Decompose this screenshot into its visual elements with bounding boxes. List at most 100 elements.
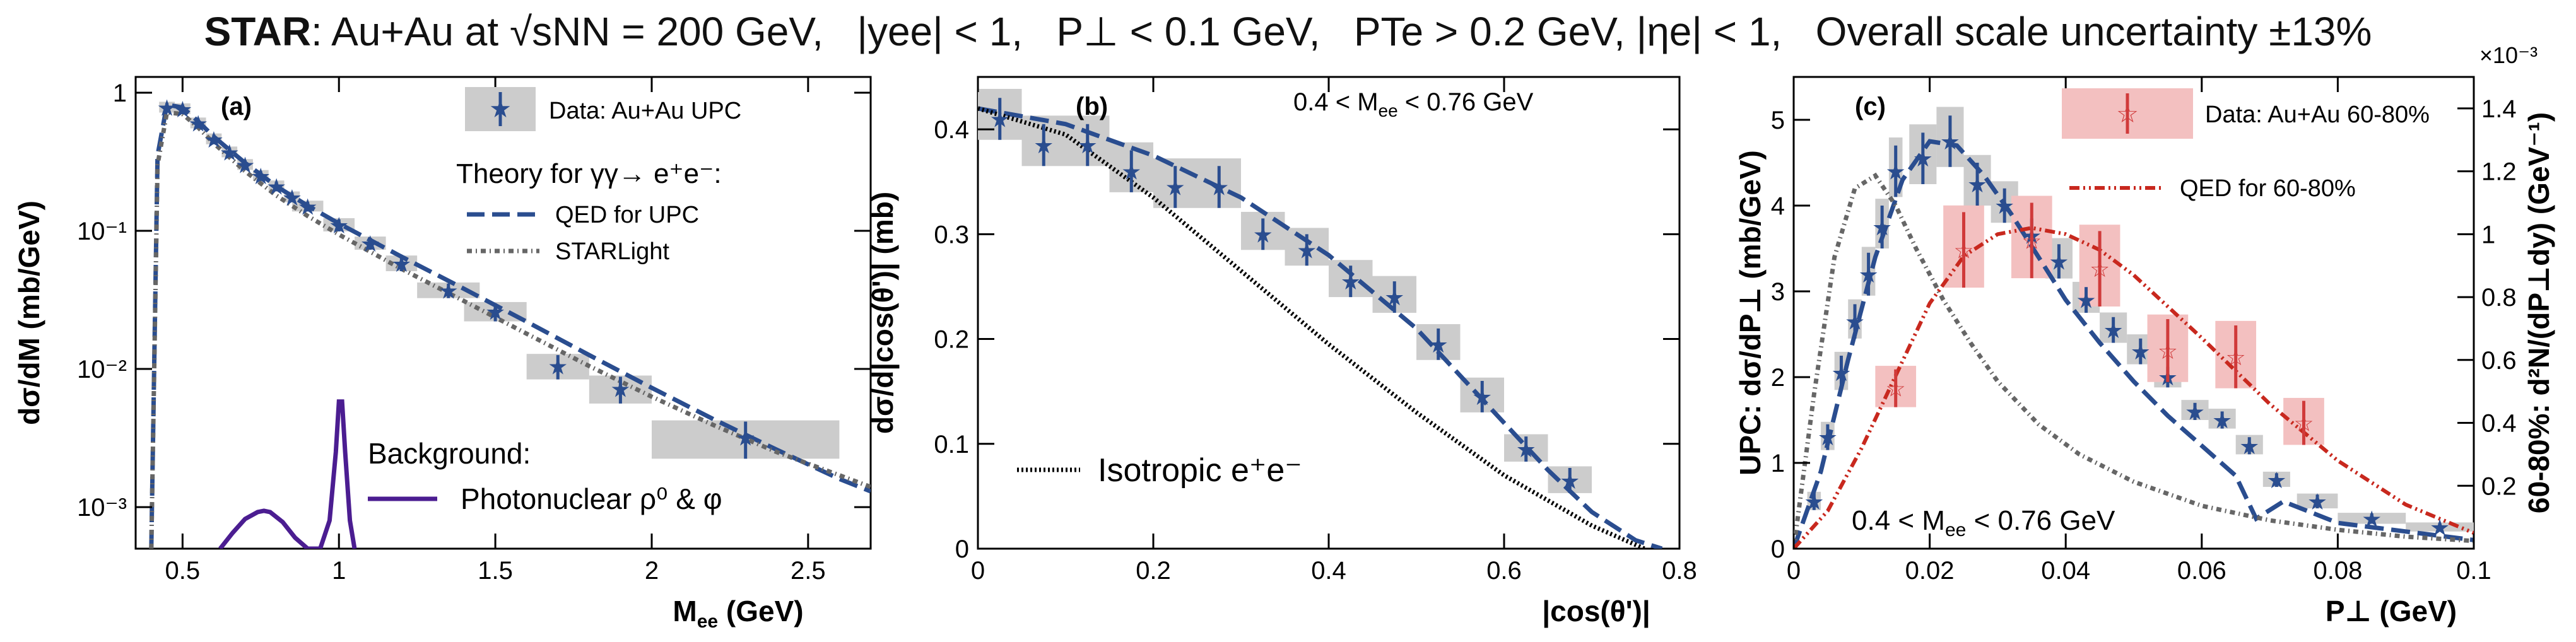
panel-c-point: ★ bbox=[1818, 424, 1838, 450]
panel-b-point: ★ bbox=[1033, 132, 1054, 158]
panel-c-point: ★ bbox=[2307, 489, 2327, 515]
panel-c-point: ★ bbox=[2430, 515, 2450, 540]
panel-b-point: ★ bbox=[1472, 384, 1492, 410]
panel-a-points: ★★★★★★★★★★★★★★★★★★ bbox=[156, 95, 756, 459]
panel-a-point: ★ bbox=[736, 424, 756, 450]
panel-c-points: ★★★★★★★★★★★★★★★★★★★★★★★★☆☆☆☆☆☆☆ bbox=[1804, 115, 2450, 540]
panel-c-point: ★ bbox=[1940, 129, 1960, 155]
panel-c-annotation-sub: ee bbox=[1945, 520, 1966, 540]
title-scale: Overall scale uncertainty ±13% bbox=[1815, 9, 2372, 54]
panel-a-ytick-label: 10⁻¹ bbox=[77, 218, 127, 245]
panel-b-ylabel: dσ/d|cos(θ')| (mb) bbox=[866, 192, 899, 434]
panel-a-point: ★ bbox=[438, 278, 459, 304]
legend-a-bg-title: Background: bbox=[368, 437, 531, 470]
panel-b-point: ★ bbox=[990, 106, 1010, 132]
panel-a-label: (a) bbox=[221, 93, 252, 120]
legend-b-isotropic-label: Isotropic e⁺e⁻ bbox=[1098, 452, 1302, 489]
panel-c-xtick-label: 0 bbox=[1787, 557, 1801, 585]
panel-c-point: ★ bbox=[2076, 288, 2096, 313]
legend-a-theory-title: Theory for γγ→ e⁺e⁻: bbox=[456, 158, 722, 189]
panel-a-xtick-label: 2.5 bbox=[791, 557, 826, 585]
title-experiment: STAR bbox=[204, 9, 312, 54]
panel-c-ytick-label: 2 bbox=[1771, 364, 1785, 392]
panel-b-curve-dot-black bbox=[978, 106, 1645, 549]
panel-c-ytick-right-label: 1.4 bbox=[2481, 95, 2517, 123]
panel-c-ytick-right-label: 0.8 bbox=[2481, 284, 2517, 312]
panel-b-ytick-label: 0.4 bbox=[934, 116, 969, 144]
panel-c-curve-dot bbox=[1794, 172, 2474, 549]
panel-c-point: ★ bbox=[2212, 407, 2232, 433]
legend-c-qed-label: QED for 60-80% bbox=[2180, 175, 2356, 202]
panel-c-point: ★ bbox=[1886, 159, 1906, 185]
panel-c: ★★★★★★★★★★★★★★★★★★★★★★★★☆☆☆☆☆☆☆ 00.020.0… bbox=[1734, 42, 2555, 627]
panel-b-legend: Isotropic e⁺e⁻ bbox=[1017, 452, 1302, 489]
panel-b-ytick-label: 0.1 bbox=[934, 431, 969, 458]
legend-a-photonuclear-label: Photonuclear ρ⁰ & φ bbox=[461, 482, 722, 515]
page-title: STAR: Au+Au at √sNN = 200 GeV, |yee| < 1… bbox=[0, 3, 2576, 61]
panel-b-xtick-label: 0.4 bbox=[1311, 557, 1346, 585]
panel-c-point: ★ bbox=[1913, 146, 1933, 172]
panel-c-point: ★ bbox=[2185, 399, 2205, 424]
panel-a-point: ★ bbox=[220, 140, 240, 166]
panel-b-point: ★ bbox=[1209, 175, 1229, 201]
panel-c-ytick-right-label: 1.2 bbox=[2481, 158, 2517, 186]
panel-a-ytick-label: 10⁻² bbox=[77, 356, 127, 383]
title-cut-y: |yee| < 1, bbox=[857, 9, 1023, 54]
panel-c-point: ★ bbox=[1858, 262, 1878, 288]
panel-b-points: ★ ★ ★ ★ ★ ★ ★ ★ ★ ★ ★ ★ ★ ★ bbox=[990, 98, 1580, 494]
panel-c-xlabel: P⊥ (GeV) bbox=[2326, 595, 2457, 627]
panel-c-ytick-right-label: 1 bbox=[2481, 221, 2495, 248]
panel-a-point: ★ bbox=[329, 213, 349, 238]
panel-b-ytick-label: 0.3 bbox=[934, 221, 969, 248]
panel-a: ★★★★★★★★★★★★★★★★★★ 0.5 1 1.5 2 2.510⁻³10⁻²10… bbox=[13, 76, 872, 632]
panel-c-point: ★ bbox=[1804, 489, 1824, 515]
panel-b-point: ★ bbox=[1428, 332, 1449, 358]
panel-b-point: ★ bbox=[1078, 132, 1098, 158]
panel-b-annotation-pre: 0.4 < M bbox=[1293, 88, 1379, 116]
panel-c-annotation-post: < 0.76 GeV bbox=[1966, 505, 2115, 536]
panel-b-point: ★ bbox=[1165, 175, 1185, 201]
panel-a-point: ★ bbox=[548, 353, 568, 379]
panel-b-ytick-label: 0 bbox=[955, 535, 969, 563]
panel-c-ytick-label: 5 bbox=[1771, 107, 1785, 134]
panel-a-xlabel-main: M bbox=[673, 595, 697, 627]
panel-a-point: ★ bbox=[391, 251, 411, 277]
title-cut-pt: P⊥ < 0.1 GeV, bbox=[1056, 9, 1320, 54]
panel-a-curve-solid-purple bbox=[218, 399, 357, 549]
panel-b-xtick-label: 0 bbox=[971, 557, 985, 585]
panel-c-point: ☆ bbox=[2090, 256, 2110, 282]
panel-a-point: ★ bbox=[188, 111, 208, 137]
title-sqrt-s: √sNN = 200 GeV, bbox=[509, 9, 823, 54]
panel-a-point: ★ bbox=[156, 95, 177, 121]
panel-c-ytick-right-label: 0.4 bbox=[2481, 410, 2517, 438]
legend-c-data-label: Data: Au+Au 60-80% bbox=[2205, 102, 2430, 128]
panel-a-point: ★ bbox=[235, 152, 255, 178]
panel-c-point: ★ bbox=[2266, 467, 2286, 493]
panel-c-right-exponent: ×10⁻³ bbox=[2479, 42, 2538, 68]
panel-c-ytick-label: 3 bbox=[1771, 278, 1785, 306]
panel-c-xtick-label: 0.04 bbox=[2041, 557, 2090, 585]
panel-b-annotation: 0.4 < Mee < 0.76 GeV bbox=[1293, 88, 1534, 120]
panel-a-xlabel: Mee (GeV) bbox=[673, 595, 803, 632]
panel-b-annotation-sub: ee bbox=[1379, 101, 1398, 120]
panel-c-point: ☆ bbox=[2021, 228, 2042, 254]
panel-c-point: ★ bbox=[2239, 433, 2259, 459]
panel-b-point: ★ bbox=[1384, 284, 1404, 310]
panel-b-point: ★ bbox=[1297, 237, 1317, 263]
panel-c-point: ☆ bbox=[2293, 411, 2314, 436]
panel-c-point: ★ bbox=[2103, 317, 2124, 343]
panel-c-point: ★ bbox=[1831, 360, 1851, 386]
panel-c-xtick-label: 0.06 bbox=[2177, 557, 2226, 585]
panel-a-point: ★ bbox=[298, 194, 318, 219]
panel-b-point: ★ bbox=[1516, 436, 1536, 462]
panel-a-ticks: 0.5 1 1.5 2 2.5 10⁻³ 10⁻² 10⁻¹ 1 bbox=[77, 77, 871, 585]
panel-a-point: ★ bbox=[266, 173, 286, 199]
panel-a-point: ★ bbox=[282, 185, 302, 211]
panel-a-ytick-label: 1 bbox=[113, 79, 127, 107]
panel-c-xlabel-unit: ⊥ (GeV) bbox=[2345, 595, 2457, 627]
panel-c-ytick-right-label: 0.6 bbox=[2481, 347, 2517, 375]
legend-a-star-icon: ★ bbox=[489, 95, 512, 123]
panel-a-xtick-label: 1 bbox=[332, 557, 346, 585]
panel-a-point: ★ bbox=[204, 127, 224, 153]
panel-b-sys-boxes bbox=[978, 88, 1592, 493]
